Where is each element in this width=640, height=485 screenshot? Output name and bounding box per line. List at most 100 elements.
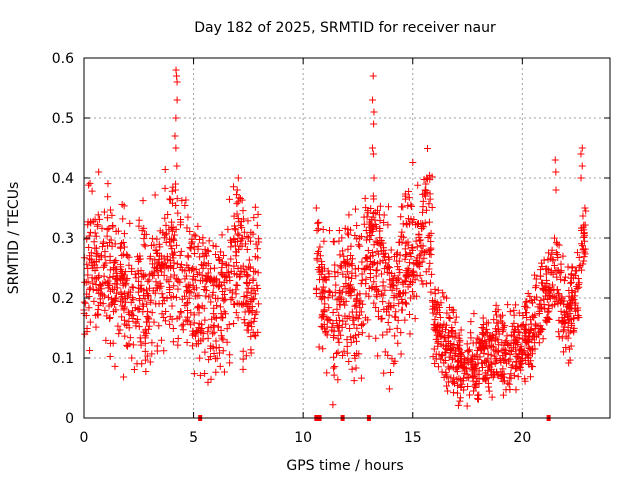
data-point bbox=[163, 230, 171, 238]
data-point bbox=[466, 346, 474, 354]
data-point bbox=[529, 299, 537, 307]
data-point bbox=[188, 342, 196, 350]
data-point bbox=[326, 316, 334, 324]
data-point bbox=[504, 379, 512, 387]
data-point bbox=[321, 287, 329, 295]
data-point bbox=[566, 356, 574, 364]
data-point bbox=[127, 298, 135, 306]
data-point bbox=[417, 250, 425, 258]
data-point bbox=[330, 332, 338, 340]
data-point bbox=[335, 327, 343, 335]
data-point bbox=[442, 338, 450, 346]
data-point bbox=[373, 266, 381, 274]
data-point bbox=[170, 271, 178, 279]
data-point bbox=[552, 238, 560, 246]
data-point bbox=[376, 217, 384, 225]
data-point bbox=[535, 310, 543, 318]
data-point bbox=[565, 359, 573, 367]
data-point bbox=[355, 331, 363, 339]
data-point bbox=[183, 317, 191, 325]
data-point bbox=[318, 267, 326, 275]
data-point bbox=[565, 316, 573, 324]
data-point bbox=[239, 207, 247, 215]
data-point bbox=[552, 249, 560, 257]
data-point bbox=[84, 264, 92, 272]
data-point bbox=[358, 270, 366, 278]
data-point bbox=[343, 268, 351, 276]
data-point bbox=[399, 298, 407, 306]
data-point bbox=[423, 144, 431, 152]
data-point bbox=[223, 338, 231, 346]
data-point bbox=[320, 294, 328, 302]
data-point bbox=[174, 277, 182, 285]
data-point bbox=[536, 266, 544, 274]
data-point bbox=[168, 245, 176, 253]
data-point bbox=[579, 260, 587, 268]
data-point bbox=[172, 180, 180, 188]
data-point bbox=[546, 294, 554, 302]
data-point bbox=[141, 347, 149, 355]
data-point bbox=[467, 334, 475, 342]
data-point bbox=[106, 314, 114, 322]
data-point bbox=[529, 333, 537, 341]
data-point bbox=[573, 267, 581, 275]
data-point bbox=[187, 289, 195, 297]
data-point bbox=[515, 309, 523, 317]
data-point bbox=[114, 227, 122, 235]
data-point bbox=[561, 273, 569, 281]
data-point bbox=[86, 252, 94, 260]
data-point bbox=[230, 300, 238, 308]
data-point bbox=[469, 351, 477, 359]
data-point bbox=[111, 258, 119, 266]
data-point bbox=[413, 220, 421, 228]
data-point bbox=[111, 362, 119, 370]
data-point bbox=[210, 275, 218, 283]
data-point bbox=[159, 229, 167, 237]
data-point bbox=[191, 332, 199, 340]
data-point bbox=[239, 355, 247, 363]
data-point bbox=[190, 370, 198, 378]
data-point bbox=[218, 334, 226, 342]
data-point bbox=[329, 401, 337, 409]
data-point bbox=[362, 227, 370, 235]
data-point bbox=[230, 319, 238, 327]
data-point bbox=[123, 276, 131, 284]
data-point bbox=[169, 292, 177, 300]
data-point bbox=[91, 244, 99, 252]
data-point bbox=[190, 243, 198, 251]
data-point bbox=[254, 235, 262, 243]
data-point bbox=[390, 302, 398, 310]
data-point bbox=[524, 289, 532, 297]
data-point bbox=[172, 66, 180, 74]
data-point bbox=[455, 362, 463, 370]
data-point bbox=[149, 287, 157, 295]
data-point bbox=[323, 369, 331, 377]
data-point bbox=[315, 264, 323, 272]
data-point bbox=[581, 221, 589, 229]
data-point bbox=[567, 299, 575, 307]
data-point bbox=[522, 298, 530, 306]
data-point bbox=[177, 309, 185, 317]
x-tick-label: 15 bbox=[404, 430, 422, 446]
data-point bbox=[132, 274, 140, 282]
data-point bbox=[370, 108, 378, 116]
data-point bbox=[379, 282, 387, 290]
data-point bbox=[460, 386, 468, 394]
data-point bbox=[418, 247, 426, 255]
data-point bbox=[178, 322, 186, 330]
data-point bbox=[218, 314, 226, 322]
data-point bbox=[219, 252, 227, 260]
data-point bbox=[194, 222, 202, 230]
data-point bbox=[93, 310, 101, 318]
data-point bbox=[95, 168, 103, 176]
data-point bbox=[358, 276, 366, 284]
data-point bbox=[347, 242, 355, 250]
data-point bbox=[442, 321, 450, 329]
data-point bbox=[442, 371, 450, 379]
data-point bbox=[164, 210, 172, 218]
data-point bbox=[121, 332, 129, 340]
data-point bbox=[316, 276, 324, 284]
data-point bbox=[424, 233, 432, 241]
